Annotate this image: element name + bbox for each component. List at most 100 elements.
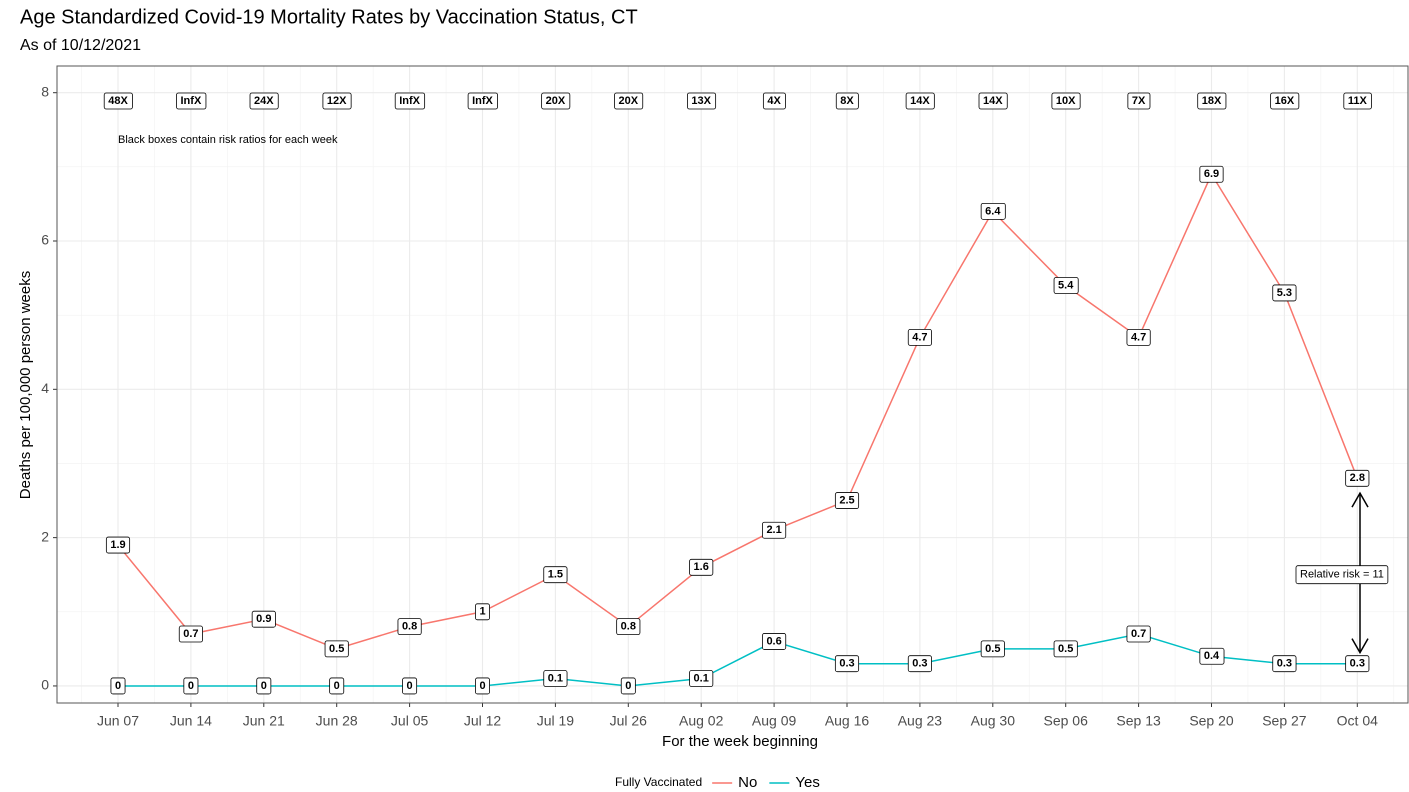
data-label-box <box>329 677 345 695</box>
x-tick-label: Sep 20 <box>1189 713 1234 729</box>
risk-ratio-text: 16X <box>1275 95 1295 107</box>
plot-background <box>57 66 1408 703</box>
x-tick-label: Jul 19 <box>537 713 575 729</box>
data-label: 6.9 <box>1199 165 1224 183</box>
data-label-box <box>251 610 276 628</box>
data-label-box <box>1272 655 1297 673</box>
chart-title: Age Standardized Covid-19 Mortality Rate… <box>20 6 638 28</box>
data-label-box <box>980 640 1005 658</box>
data-label-text: 2.1 <box>766 524 781 536</box>
data-label-box <box>762 521 787 539</box>
x-tick-label: Sep 13 <box>1116 713 1161 729</box>
risk-ratio: 10X <box>1051 92 1081 110</box>
risk-ratio-text: 14X <box>983 95 1003 107</box>
risk-ratio: 8X <box>835 92 859 110</box>
data-label-text: 6.9 <box>1204 168 1219 180</box>
data-label-box <box>907 655 932 673</box>
x-axis-label: For the week beginning <box>662 733 818 750</box>
data-label-box <box>1199 647 1225 665</box>
data-label-text: 0.7 <box>183 628 198 640</box>
risk-ratio-box <box>762 92 786 110</box>
data-label: 0 <box>475 677 490 695</box>
data-label-text: 0.4 <box>1204 650 1220 662</box>
data-label-text: 0 <box>261 680 267 692</box>
data-label-text: 0 <box>407 680 413 692</box>
data-label-box <box>475 603 490 621</box>
data-label: 0.3 <box>907 655 932 673</box>
risk-ratio: 16X <box>1270 92 1300 110</box>
data-label-text: 0 <box>334 680 340 692</box>
data-label-box <box>980 202 1006 220</box>
data-label: 5.4 <box>1053 277 1079 294</box>
data-label-box <box>834 655 860 673</box>
x-tick-label: Jun 28 <box>316 713 358 729</box>
risk-ratio-text: 10X <box>1056 95 1076 107</box>
risk-ratio-text: 4X <box>767 95 781 107</box>
series-line <box>117 172 1358 650</box>
data-label: 0.5 <box>324 640 349 658</box>
x-tick-label: Jun 07 <box>97 713 139 729</box>
data-label-box <box>1053 640 1078 658</box>
data-label-box <box>543 670 568 687</box>
data-label-box <box>1345 469 1370 487</box>
risk-ratio: 11X <box>1343 92 1372 110</box>
x-tick-label: Jul 26 <box>610 713 648 729</box>
data-label-text: 0.3 <box>1350 658 1365 670</box>
data-label: 0.1 <box>689 670 714 687</box>
risk-ratio-box <box>103 92 133 110</box>
data-label-box <box>256 677 272 695</box>
data-label: 2.5 <box>834 492 860 509</box>
risk-ratio-text: 7X <box>1132 95 1146 107</box>
data-label: 4.7 <box>907 329 932 346</box>
data-label-text: 0.3 <box>912 658 927 670</box>
legend-title: Fully Vaccinated <box>615 775 702 789</box>
risk-ratio-text: 18X <box>1202 95 1222 107</box>
data-label-text: 4.7 <box>912 331 927 343</box>
data-label-box <box>616 618 641 636</box>
risk-ratio: 13X <box>687 92 717 110</box>
data-label: 0.6 <box>762 633 787 650</box>
data-label-text: 0.6 <box>766 635 781 647</box>
data-label: 0 <box>183 677 199 695</box>
risk-ratio-box <box>1127 92 1151 110</box>
data-label-box <box>1199 165 1224 183</box>
y-tick-label: 2 <box>41 528 49 544</box>
x-tick-label: Aug 02 <box>679 713 724 729</box>
data-label-box <box>183 677 199 695</box>
y-tick-label: 8 <box>41 83 49 99</box>
x-tick-label: Aug 16 <box>825 713 870 729</box>
data-label-text: 5.4 <box>1058 279 1074 291</box>
risk-ratio-text: 13X <box>691 95 711 107</box>
data-label: 0.5 <box>1053 640 1078 658</box>
data-label-box <box>689 670 714 687</box>
relative-risk: Relative risk = 11 <box>1295 565 1389 585</box>
risk-ratio: 4X <box>762 92 786 110</box>
data-label: 0.5 <box>980 640 1005 658</box>
risk-ratio-text: 48X <box>108 95 128 107</box>
data-label: 2.8 <box>1345 469 1370 487</box>
data-label: 1.6 <box>689 558 714 576</box>
risk-ratio: 48X <box>103 92 133 110</box>
data-label-text: 1.5 <box>548 569 563 581</box>
data-label-box <box>1126 625 1151 643</box>
x-tick-label: Oct 04 <box>1337 713 1378 729</box>
data-label: 0 <box>329 677 345 695</box>
data-label-text: 4.7 <box>1131 331 1146 343</box>
data-label-text: 0.7 <box>1131 628 1146 640</box>
y-tick-label: 4 <box>41 380 49 396</box>
data-label-box <box>178 625 203 643</box>
risk-ratio: 7X <box>1127 92 1151 110</box>
data-label: 0.7 <box>1126 625 1151 643</box>
data-label: 1.9 <box>105 536 131 554</box>
data-label-text: 5.3 <box>1277 287 1292 299</box>
data-label-text: 0 <box>188 680 194 692</box>
arrow-head <box>1351 638 1369 655</box>
risk-ratio-box <box>394 92 426 110</box>
chart-subtitle: As of 10/12/2021 <box>20 37 141 54</box>
risk-ratio: 12X <box>322 92 352 110</box>
x-tick-label: Sep 27 <box>1262 713 1307 729</box>
data-label-box <box>834 492 860 509</box>
risk-ratio-box <box>905 92 935 110</box>
data-label: 0 <box>256 677 272 695</box>
